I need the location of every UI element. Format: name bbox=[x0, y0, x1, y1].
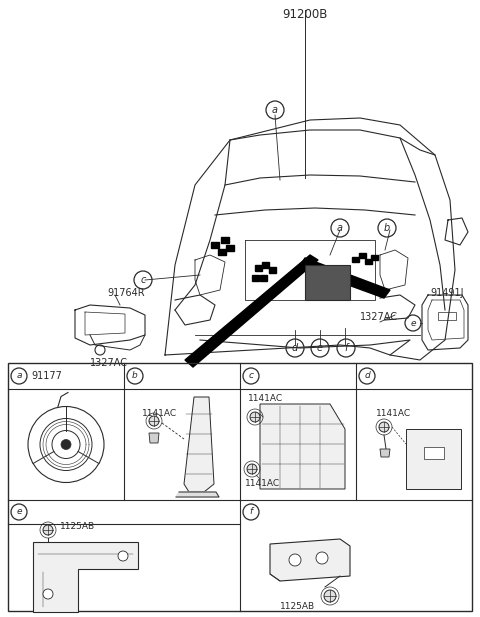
Text: 1125AB: 1125AB bbox=[280, 602, 315, 611]
Bar bbox=[211, 242, 219, 248]
Circle shape bbox=[61, 439, 71, 450]
Text: 1125AB: 1125AB bbox=[60, 522, 95, 531]
Polygon shape bbox=[260, 404, 345, 489]
Text: c: c bbox=[140, 275, 146, 285]
Text: e: e bbox=[317, 343, 323, 353]
Text: 1141AC: 1141AC bbox=[248, 394, 283, 403]
Polygon shape bbox=[406, 429, 461, 489]
Text: 91764R: 91764R bbox=[107, 288, 144, 298]
Bar bbox=[252, 275, 259, 281]
Text: b: b bbox=[132, 371, 138, 381]
Bar bbox=[371, 255, 378, 260]
Text: 91200B: 91200B bbox=[282, 8, 328, 21]
Bar bbox=[255, 265, 262, 271]
Text: 91491J: 91491J bbox=[430, 288, 464, 298]
Polygon shape bbox=[380, 449, 390, 457]
Circle shape bbox=[43, 589, 53, 599]
Text: d: d bbox=[292, 343, 298, 353]
Circle shape bbox=[247, 464, 257, 474]
Text: f: f bbox=[344, 343, 348, 353]
Circle shape bbox=[118, 551, 128, 561]
Bar bbox=[424, 447, 444, 459]
Text: b: b bbox=[384, 223, 390, 233]
Circle shape bbox=[43, 525, 53, 535]
Circle shape bbox=[250, 412, 260, 422]
Text: 91177: 91177 bbox=[31, 371, 62, 381]
Polygon shape bbox=[176, 492, 219, 497]
Bar bbox=[365, 259, 372, 264]
Text: a: a bbox=[337, 223, 343, 233]
Circle shape bbox=[324, 590, 336, 602]
Text: 1141AC: 1141AC bbox=[142, 409, 177, 418]
Text: 1327AC: 1327AC bbox=[90, 358, 128, 368]
Bar bbox=[8, 363, 472, 611]
Text: 1327AC: 1327AC bbox=[360, 312, 398, 322]
Bar bbox=[269, 267, 276, 273]
Circle shape bbox=[316, 552, 328, 564]
Text: 1141AC: 1141AC bbox=[376, 409, 411, 418]
Text: a: a bbox=[16, 371, 22, 381]
Polygon shape bbox=[185, 255, 318, 367]
Polygon shape bbox=[33, 542, 138, 612]
Bar bbox=[218, 249, 226, 255]
Polygon shape bbox=[184, 397, 214, 492]
Polygon shape bbox=[270, 539, 350, 581]
Polygon shape bbox=[299, 258, 390, 298]
Bar bbox=[226, 245, 234, 251]
Circle shape bbox=[379, 422, 389, 432]
Text: e: e bbox=[16, 508, 22, 516]
Polygon shape bbox=[149, 433, 159, 443]
Text: d: d bbox=[364, 371, 370, 381]
Bar bbox=[352, 257, 359, 262]
Bar bbox=[262, 262, 269, 268]
Bar bbox=[221, 237, 229, 243]
Bar bbox=[260, 275, 267, 281]
Bar bbox=[305, 265, 350, 300]
Text: f: f bbox=[250, 508, 252, 516]
Text: a: a bbox=[272, 105, 278, 115]
Circle shape bbox=[149, 416, 159, 426]
Bar bbox=[438, 312, 456, 320]
Bar bbox=[359, 253, 366, 258]
Text: 1141AC: 1141AC bbox=[245, 479, 280, 488]
Text: c: c bbox=[249, 371, 253, 381]
Text: e: e bbox=[410, 318, 416, 328]
Circle shape bbox=[289, 554, 301, 566]
